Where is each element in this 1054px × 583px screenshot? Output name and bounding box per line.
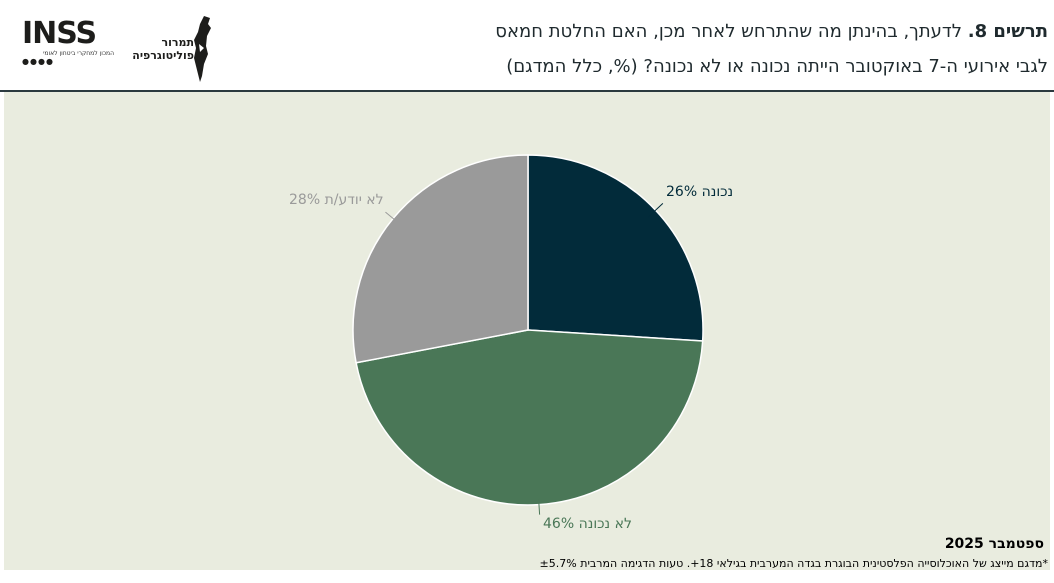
- pie-slice-correct: [527, 154, 704, 342]
- chart-area: נכונה 26% לא נכונה 46% לא יודע/ת 28%: [4, 92, 1050, 570]
- leader-line: [647, 202, 664, 218]
- title-line-1: לדעתך, בהינתן מה שהתרחש לאחר מכן, האם הח…: [495, 21, 962, 42]
- map-icon: [194, 16, 211, 82]
- slice-label-dont-know: לא יודע/ת 28%: [289, 192, 384, 208]
- inss-logo-subtitle: המכון למחקרי ביטחון לאומי: [43, 50, 114, 57]
- pie-slice-incorrect: [355, 329, 704, 506]
- footer-note: *מדגם מייצג של האוכלוסייה הפלסטינית הבוג…: [539, 557, 1048, 570]
- inss-logo-word: INSS: [22, 16, 97, 51]
- leader-line: [385, 211, 402, 226]
- leader-line: [537, 494, 541, 515]
- header-divider: [0, 90, 1054, 92]
- title-line-2: לגבי אירועי ה-7 באוקטובר הייתה נכונה או …: [506, 56, 1048, 77]
- header: תרשים 8. לדעתך, בהינתן מה שהתרחש לאחר מכ…: [0, 0, 1054, 90]
- figure-label: תרשים 8.: [967, 21, 1048, 42]
- chart-title: תרשים 8. לדעתך, בהינתן מה שהתרחש לאחר מכ…: [248, 14, 1048, 84]
- map-logo-text: תמרור פוליטוגרפיה: [132, 36, 194, 62]
- pie-chart: [352, 154, 704, 515]
- footer-date: ספטמבר 2025: [944, 536, 1044, 552]
- slice-label-incorrect: לא נכונה 46%: [543, 516, 632, 532]
- inss-logo: INSS המכון למחקרי ביטחון לאומי ●●●●: [22, 18, 118, 78]
- social-icons: ●●●●: [22, 57, 54, 66]
- slice-label-correct: נכונה 26%: [666, 184, 734, 200]
- pie-slice-dont-know: [352, 154, 529, 364]
- map-logo: תמרור פוליטוגרפיה: [126, 14, 222, 84]
